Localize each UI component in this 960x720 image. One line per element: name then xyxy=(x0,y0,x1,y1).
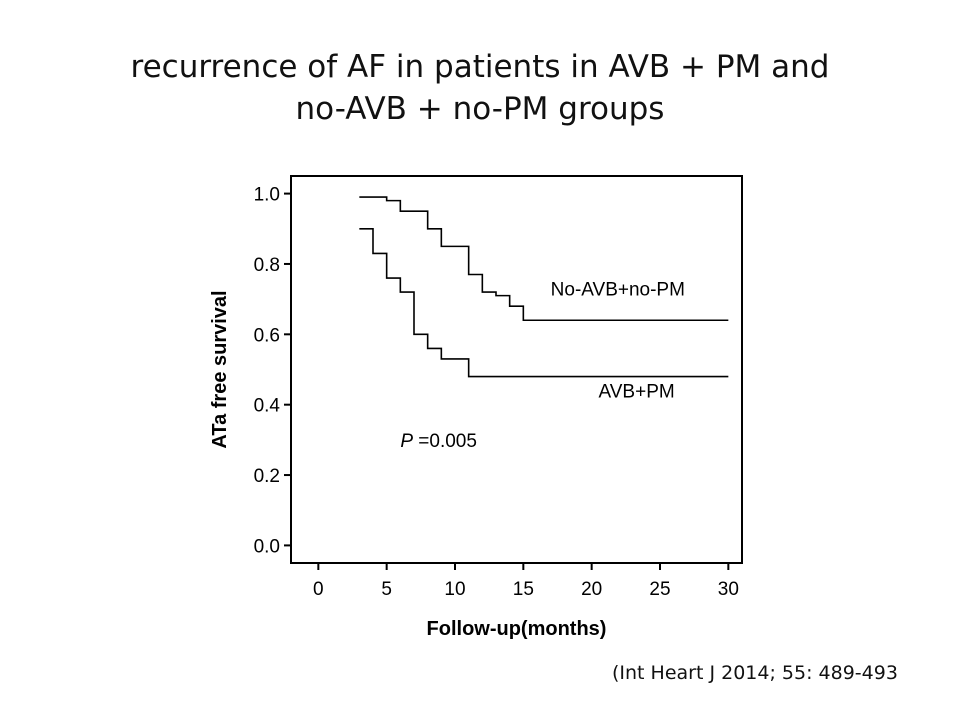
citation: (Int Heart J 2014; 55: 489-493 xyxy=(612,662,898,684)
x-tick-label: 30 xyxy=(718,579,739,600)
p-symbol: P xyxy=(400,431,413,452)
x-tick-label: 25 xyxy=(649,579,670,600)
y-tick-label: 0.0 xyxy=(254,536,280,557)
y-tick-label: 0.6 xyxy=(254,325,280,346)
x-axis-label: Follow-up(months) xyxy=(427,618,607,640)
slide-title: recurrence of AF in patients in AVB + PM… xyxy=(0,46,960,130)
x-tick-label: 5 xyxy=(381,579,392,600)
x-tick-label: 0 xyxy=(313,579,324,600)
plot-frame xyxy=(290,175,743,564)
x-tick-label: 10 xyxy=(444,579,465,600)
p-value-annotation: P =0.005 xyxy=(400,431,477,452)
slide-title-line-1: recurrence of AF in patients in AVB + PM… xyxy=(130,49,830,85)
series-line-1 xyxy=(359,196,729,322)
y-tick-label: 0.4 xyxy=(254,396,281,417)
p-value: =0.005 xyxy=(413,431,477,452)
series-label-2: AVB+PM xyxy=(599,382,675,403)
slide-title-line-2: no-AVB + no-PM groups xyxy=(295,91,665,127)
x-tick-label: 20 xyxy=(581,579,602,600)
x-tick-label: 15 xyxy=(513,579,534,600)
y-axis-label: ATa free survival xyxy=(209,290,231,448)
series-label-1: No-AVB+no-PM xyxy=(551,280,685,301)
series-line-2 xyxy=(359,227,729,378)
y-tick-label: 0.2 xyxy=(254,466,280,487)
y-tick-label: 0.8 xyxy=(254,255,280,276)
y-tick-label: 1.0 xyxy=(254,185,280,206)
